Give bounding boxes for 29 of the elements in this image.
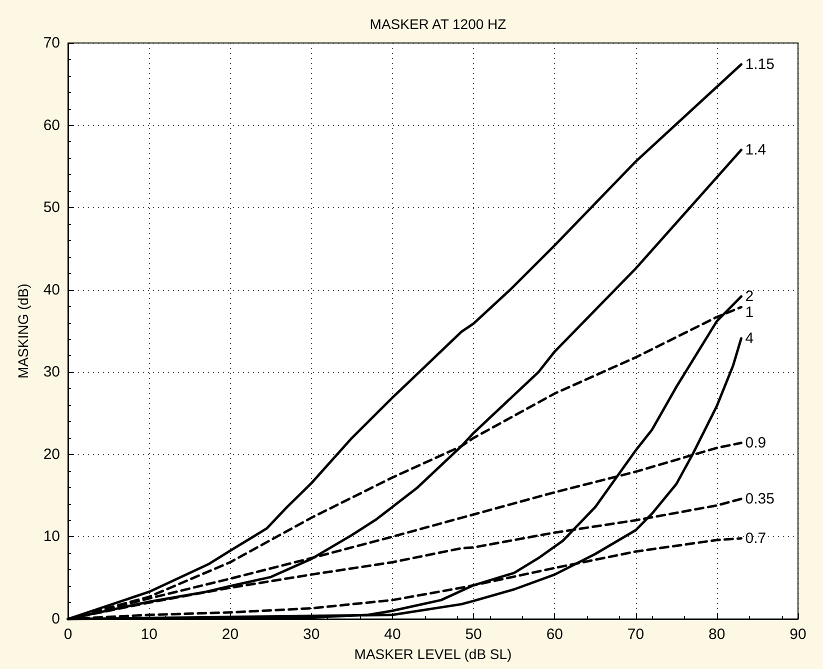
series-label: 1.4 bbox=[745, 141, 766, 158]
y-tick-label: 60 bbox=[43, 116, 60, 134]
y-tick-label: 0 bbox=[52, 610, 60, 628]
x-tick-label: 10 bbox=[140, 626, 158, 643]
x-tick-label: 30 bbox=[302, 626, 320, 643]
x-tick-label: 60 bbox=[546, 626, 564, 643]
x-tick-label: 0 bbox=[64, 626, 72, 643]
chart-title: MASKER AT 1200 HZ bbox=[370, 16, 507, 32]
y-tick-label: 70 bbox=[43, 34, 60, 52]
series-label: 4 bbox=[745, 330, 754, 347]
series-label: 0.35 bbox=[745, 490, 774, 508]
y-tick-label: 10 bbox=[43, 528, 60, 546]
y-tick-label: 40 bbox=[43, 281, 60, 298]
x-axis-title: MASKER LEVEL (dB SL) bbox=[354, 646, 512, 662]
series-label: 1 bbox=[745, 304, 754, 321]
x-tick-label: 80 bbox=[708, 626, 726, 643]
y-tick-label: 50 bbox=[43, 199, 60, 216]
x-tick-label: 70 bbox=[627, 626, 644, 643]
x-tick-label: 40 bbox=[384, 626, 401, 643]
x-tick-label: 50 bbox=[465, 626, 482, 643]
series-label: 0.7 bbox=[745, 530, 766, 547]
x-tick-label: 90 bbox=[790, 626, 806, 643]
series-label: 2 bbox=[745, 288, 754, 305]
series-label: 1.15 bbox=[745, 56, 774, 73]
y-axis-title: MASKING (dB) bbox=[15, 284, 31, 378]
y-tick-label: 20 bbox=[43, 446, 60, 463]
series-label: 0.9 bbox=[745, 434, 766, 452]
x-tick-label: 20 bbox=[222, 626, 239, 643]
y-tick-label: 30 bbox=[43, 364, 60, 381]
